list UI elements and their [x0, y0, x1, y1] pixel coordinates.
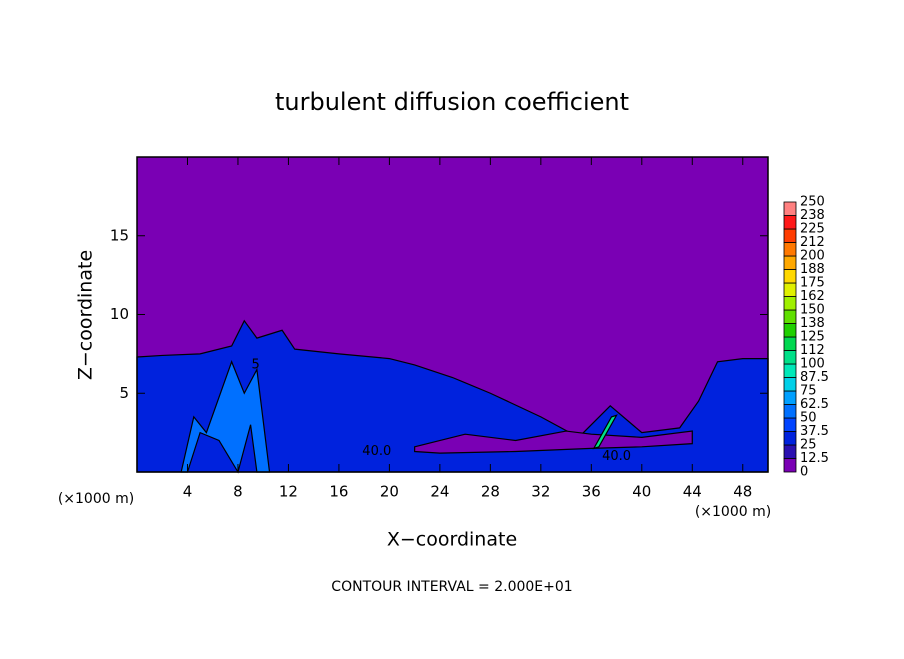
colorbar-label: 200 [800, 249, 825, 264]
x-tick-label: 8 [233, 483, 243, 501]
colorbar-bin [783, 255, 797, 270]
colorbar-bin [783, 458, 797, 473]
colorbar-label: 238 [800, 208, 825, 223]
colorbar-label: 37.5 [800, 424, 829, 439]
x-unit-left: (×1000 m) [58, 491, 134, 507]
colorbar-label: 112 [800, 343, 825, 358]
colorbar-bin [783, 282, 797, 297]
contour-region [592, 414, 618, 450]
x-tick-label: 24 [430, 483, 449, 501]
contour-region [136, 319, 769, 473]
colorbar-bin [783, 431, 797, 446]
colorbar-bin [783, 417, 797, 432]
contour-region [414, 430, 693, 454]
colorbar-bin [783, 404, 797, 419]
colorbar-label: 25 [800, 438, 817, 453]
colorbar-bin [783, 377, 797, 392]
contour-label: 5 [251, 357, 259, 372]
x-tick-label: 48 [733, 483, 752, 501]
x-tick-label: 4 [183, 483, 193, 501]
x-tick-label: 28 [481, 483, 500, 501]
x-unit-right: (×1000 m) [695, 504, 771, 520]
colorbar-label: 150 [800, 303, 825, 318]
colorbar-label: 225 [800, 222, 825, 237]
colorbar-bin [783, 336, 797, 351]
colorbar-label: 250 [800, 195, 825, 210]
colorbar-bin [783, 228, 797, 243]
colorbar-label: 212 [800, 235, 825, 250]
x-tick-label: 40 [632, 483, 651, 501]
colorbar-bin [783, 215, 797, 230]
colorbar-label: 175 [800, 276, 825, 291]
y-tick-label: 5 [119, 384, 129, 402]
colorbar-bin [783, 444, 797, 459]
colorbar-bin [783, 269, 797, 284]
colorbar-label: 162 [800, 289, 825, 304]
colorbar-label: 62.5 [800, 397, 829, 412]
colorbar-bin [783, 390, 797, 405]
colorbar-bin [783, 323, 797, 338]
chart-title: turbulent diffusion coefficient [275, 88, 629, 116]
x-tick-label: 16 [329, 483, 348, 501]
colorbar-label: 100 [800, 357, 825, 372]
colorbar-bin [783, 309, 797, 324]
colorbar-bin [783, 242, 797, 257]
y-tick-label: 15 [110, 226, 129, 244]
x-axis-label: X−coordinate [387, 529, 517, 551]
colorbar-label: 50 [800, 411, 817, 426]
y-axis-label: Z−coordinate [75, 250, 97, 380]
colorbar-label: 12.5 [800, 451, 829, 466]
colorbar-label: 125 [800, 330, 825, 345]
colorbar-bin [783, 201, 797, 216]
colorbar-bin [783, 363, 797, 378]
contour-label: 40.0 [602, 449, 631, 464]
y-tick-label: 10 [110, 305, 129, 323]
colorbar-label: 138 [800, 316, 825, 331]
colorbar-label: 87.5 [800, 370, 829, 385]
contour-label: 40.0 [362, 444, 391, 459]
x-tick-label: 36 [582, 483, 601, 501]
colorbar-label: 0 [800, 465, 808, 480]
x-tick-label: 20 [380, 483, 399, 501]
colorbar-label: 75 [800, 384, 817, 399]
x-tick-label: 32 [531, 483, 550, 501]
x-tick-label: 44 [683, 483, 702, 501]
colorbar-label: 188 [800, 262, 825, 277]
x-tick-label: 12 [279, 483, 298, 501]
colorbar-bin [783, 296, 797, 311]
colorbar-bin [783, 350, 797, 365]
footer-note: CONTOUR INTERVAL = 2.000E+01 [331, 579, 572, 595]
